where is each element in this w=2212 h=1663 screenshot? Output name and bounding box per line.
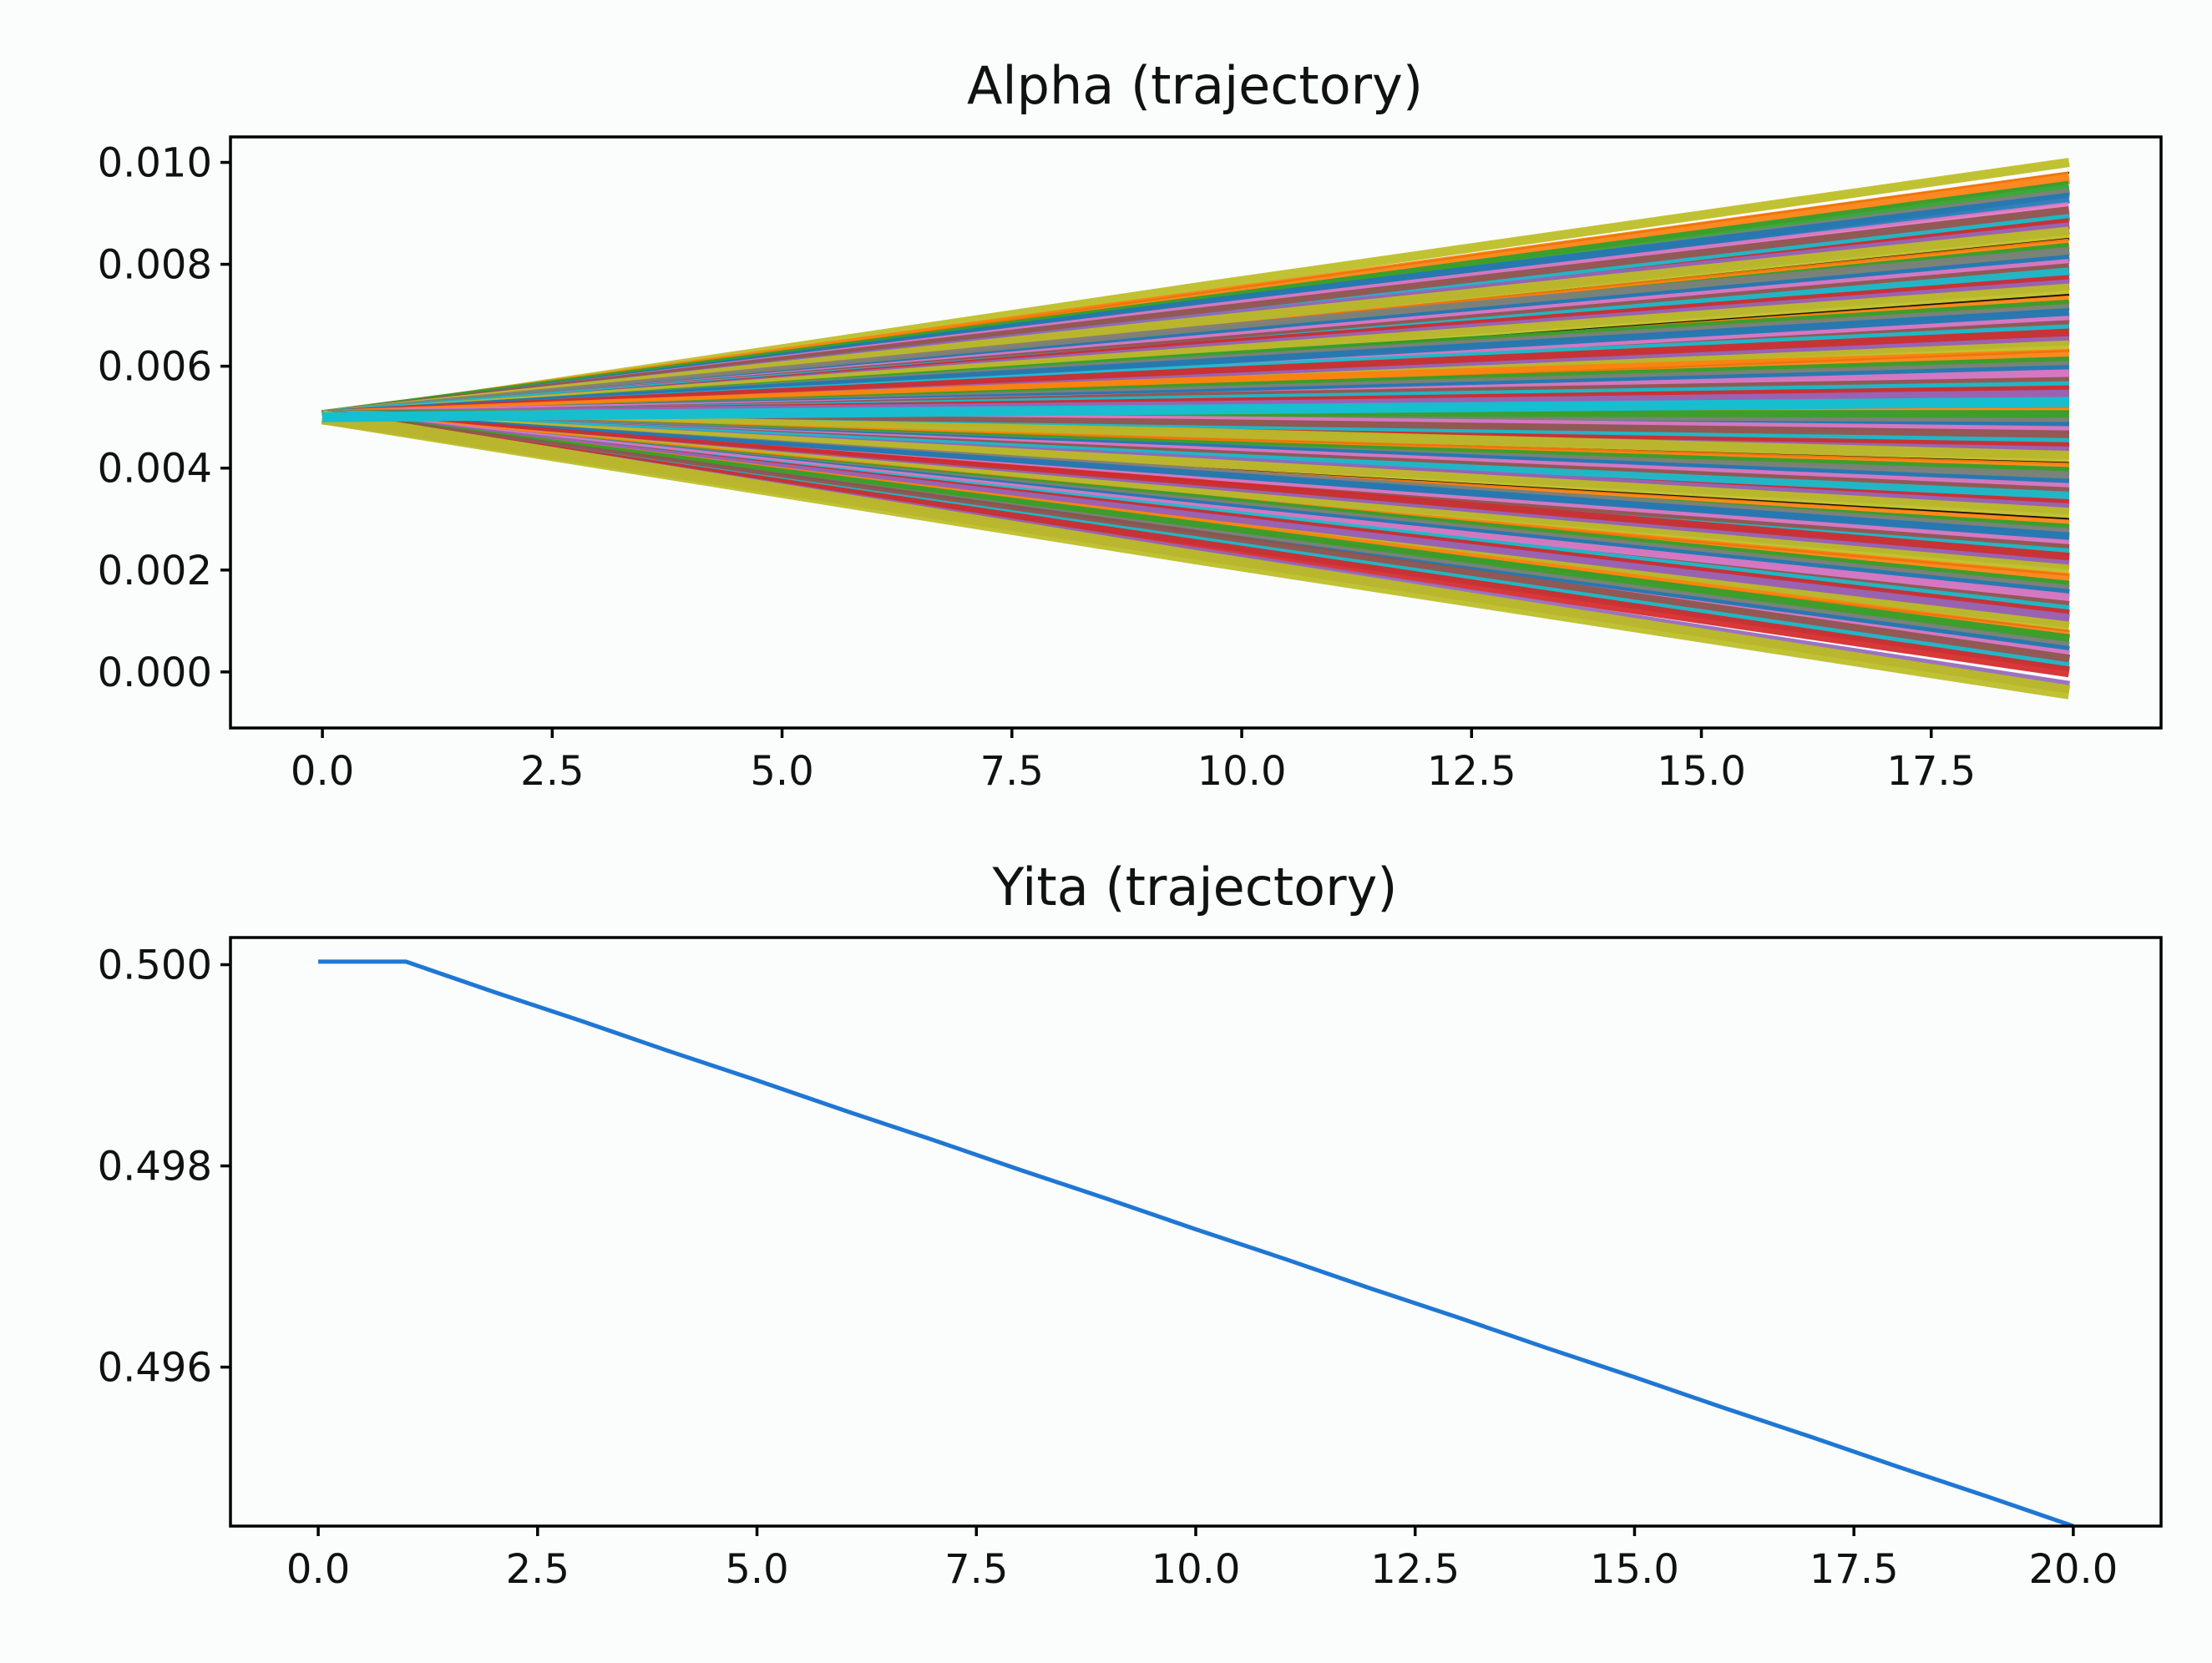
yita-x-tick-label: 20.0	[2028, 1546, 2118, 1593]
yita-axes: 0.0 2.5 5.0 7.5 10.0 12.5 15.0 17.5 20.0 0.496 0.4…	[98, 943, 2118, 1593]
alpha-x-tick-label: 15.0	[1657, 748, 1746, 795]
alpha-x-tick-label: 2.5	[520, 748, 584, 795]
yita-y-tick-label: 0.498	[98, 1144, 212, 1190]
alpha-x-tick-label: 17.5	[1886, 748, 1976, 795]
alpha-axes: 0.0 2.5 5.0 7.5 10.0 12.5 15.0 17.5 0.000 0.002 0.…	[98, 140, 1977, 795]
yita-chart: Yita (trajectory) 0.0 2.5 5.0 7.5 10.0 12.5 15…	[98, 857, 2163, 1593]
alpha-x-tick-label: 0.0	[291, 748, 354, 795]
alpha-x-tick-label: 5.0	[750, 748, 813, 795]
alpha-plot-frame	[229, 135, 2163, 730]
alpha-chart: Alpha (trajectory) 0.0 2.5 5.0 7.5 10.0 12.5 1…	[98, 55, 2163, 795]
alpha-y-tick-label: 0.010	[98, 140, 212, 187]
yita-chart-title: Yita (trajectory)	[992, 857, 1398, 917]
yita-x-tick-label: 0.0	[286, 1546, 350, 1593]
alpha-x-tick-label: 10.0	[1197, 748, 1287, 795]
alpha-y-tick-label: 0.000	[98, 650, 212, 696]
alpha-trajectory-line	[322, 397, 2069, 422]
yita-y-tick-label: 0.496	[98, 1345, 212, 1392]
alpha-series-group	[321, 158, 2071, 700]
yita-series-line	[318, 959, 2074, 1529]
alpha-x-tick-label: 7.5	[980, 748, 1044, 795]
yita-x-tick-label: 10.0	[1152, 1546, 1241, 1593]
yita-series-group	[318, 959, 2074, 1529]
alpha-y-tick-label: 0.008	[98, 242, 212, 289]
yita-x-tick-label: 12.5	[1370, 1546, 1460, 1593]
alpha-y-tick-label: 0.002	[98, 548, 212, 594]
alpha-y-tick-label: 0.004	[98, 446, 212, 493]
alpha-trajectory-line	[321, 410, 2071, 700]
yita-x-tick-label: 7.5	[944, 1546, 1008, 1593]
yita-x-tick-label: 15.0	[1590, 1546, 1679, 1593]
yita-x-tick-label: 5.0	[725, 1546, 788, 1593]
yita-y-tick-label: 0.500	[98, 943, 212, 989]
yita-x-tick-label: 17.5	[1810, 1546, 1899, 1593]
alpha-x-tick-label: 12.5	[1427, 748, 1516, 795]
alpha-chart-title: Alpha (trajectory)	[967, 55, 1423, 116]
yita-plot-frame	[229, 936, 2163, 1528]
alpha-y-tick-label: 0.006	[98, 344, 212, 391]
yita-x-tick-label: 2.5	[506, 1546, 569, 1593]
